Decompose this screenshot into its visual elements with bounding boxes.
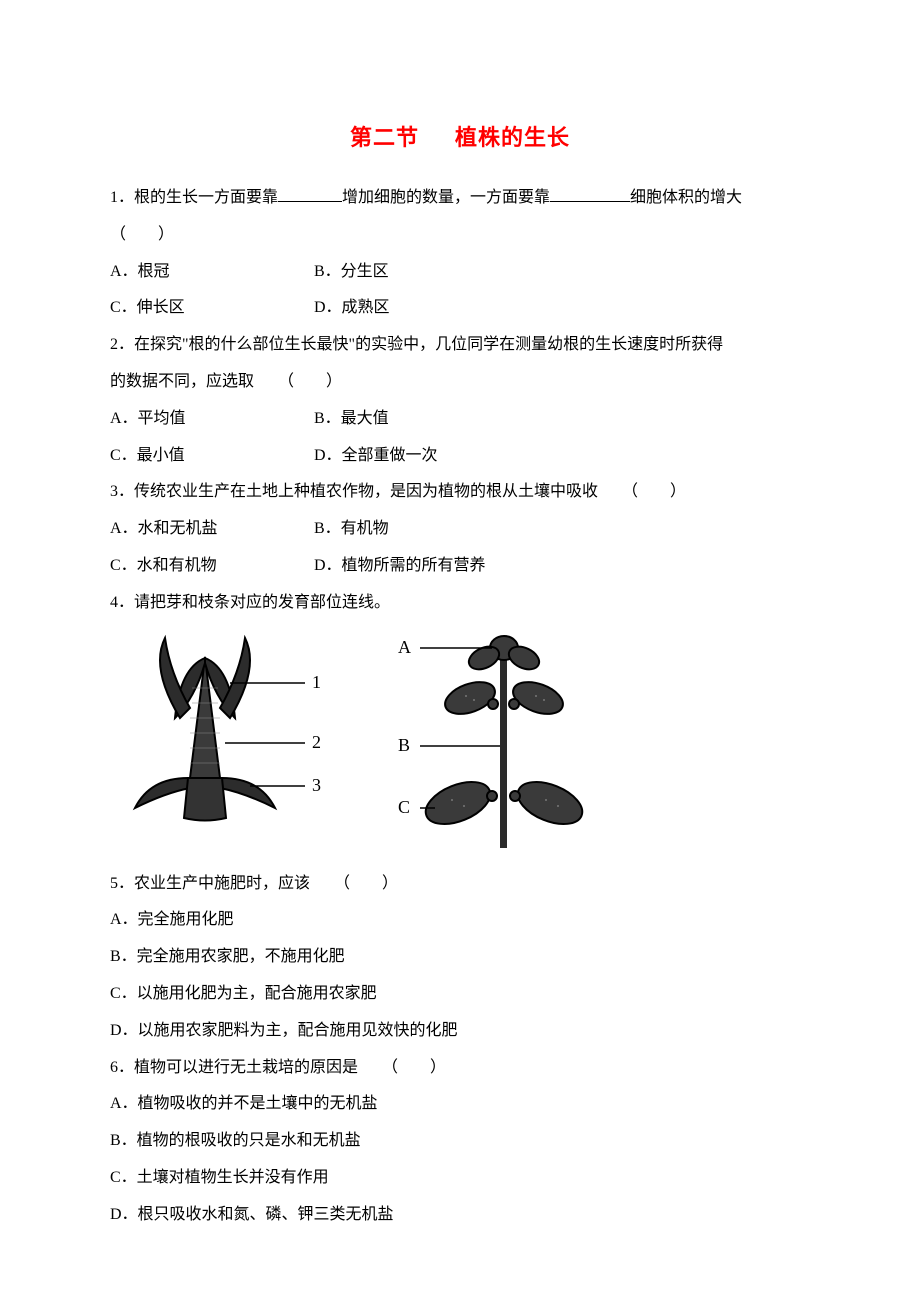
q1-stem-line1: 1．根的生长一方面要靠 增加细胞的数量，一方面要靠 细胞体积的增大 <box>110 180 810 217</box>
q1-option-b: B．分生区 <box>314 254 389 291</box>
q2-option-d: D．全部重做一次 <box>314 438 438 475</box>
q1-blank-1 <box>278 187 342 202</box>
q1-paren: （ ） <box>110 217 810 254</box>
q6-option-c: C．土壤对植物生长并没有作用 <box>110 1160 810 1197</box>
q4-stem: 4．请把芽和枝条对应的发育部位连线。 <box>110 585 810 622</box>
q1-blank-2 <box>550 187 630 202</box>
page-title: 第二节 植株的生长 <box>110 120 810 152</box>
branch-label-c: C <box>398 797 410 817</box>
q3-options-row2: C．水和有机物 D．植物所需的所有营养 <box>110 548 810 585</box>
branch-label-a: A <box>398 637 411 657</box>
q2-option-a: A．平均值 <box>110 401 310 438</box>
q2-option-b: B．最大值 <box>314 401 389 438</box>
q2-options-row1: A．平均值 B．最大值 <box>110 401 810 438</box>
q2-stem-line1: 2．在探究"根的什么部位生长最快"的实验中，几位同学在测量幼根的生长速度时所获得 <box>110 327 810 364</box>
q5-option-d: D．以施用农家肥料为主，配合施用见效快的化肥 <box>110 1013 810 1050</box>
q3-option-b: B．有机物 <box>314 511 389 548</box>
q3-options-row1: A．水和无机盐 B．有机物 <box>110 511 810 548</box>
title-text: 植株的生长 <box>455 125 570 150</box>
q3-option-c: C．水和有机物 <box>110 548 310 585</box>
q6-option-b: B．植物的根吸收的只是水和无机盐 <box>110 1123 810 1160</box>
branch-figure-icon: A B C <box>380 628 620 858</box>
q5-option-b: B．完全施用农家肥，不施用化肥 <box>110 939 810 976</box>
q5-option-c: C．以施用化肥为主，配合施用农家肥 <box>110 976 810 1013</box>
q4-figure-area: 1 2 3 <box>110 628 810 858</box>
q5-option-a: A．完全施用化肥 <box>110 902 810 939</box>
bud-label-3: 3 <box>312 775 321 795</box>
q1-option-c: C．伸长区 <box>110 290 310 327</box>
q1-options-row1: A．根冠 B．分生区 <box>110 254 810 291</box>
q1-text-c: 细胞体积的增大 <box>630 189 742 206</box>
title-chapter: 第二节 <box>350 125 419 150</box>
q1-options-row2: C．伸长区 D．成熟区 <box>110 290 810 327</box>
bud-figure-icon: 1 2 3 <box>110 628 340 838</box>
q2-options-row2: C．最小值 D．全部重做一次 <box>110 438 810 475</box>
q3-option-d: D．植物所需的所有营养 <box>314 548 486 585</box>
q2-stem-line2: 的数据不同，应选取 （ ） <box>110 364 810 401</box>
q6-option-d: D．根只吸收水和氮、磷、钾三类无机盐 <box>110 1197 810 1234</box>
q6-option-a: A．植物吸收的并不是土壤中的无机盐 <box>110 1086 810 1123</box>
q3-stem: 3．传统农业生产在土地上种植农作物，是因为植物的根从土壤中吸收 （ ） <box>110 474 810 511</box>
q1-text-b: 增加细胞的数量，一方面要靠 <box>342 189 550 206</box>
page-content: 第二节 植株的生长 1．根的生长一方面要靠 增加细胞的数量，一方面要靠 细胞体积的增大… <box>0 0 920 1294</box>
q1-text-a: 1．根的生长一方面要靠 <box>110 189 278 206</box>
q3-option-a: A．水和无机盐 <box>110 511 310 548</box>
q1-option-a: A．根冠 <box>110 254 310 291</box>
q1-option-d: D．成熟区 <box>314 290 390 327</box>
bud-label-1: 1 <box>312 672 321 692</box>
q6-stem: 6．植物可以进行无土栽培的原因是 （ ） <box>110 1050 810 1087</box>
bud-label-2: 2 <box>312 732 321 752</box>
q2-option-c: C．最小值 <box>110 438 310 475</box>
q5-stem: 5．农业生产中施肥时，应该 （ ） <box>110 866 810 903</box>
branch-label-b: B <box>398 735 410 755</box>
